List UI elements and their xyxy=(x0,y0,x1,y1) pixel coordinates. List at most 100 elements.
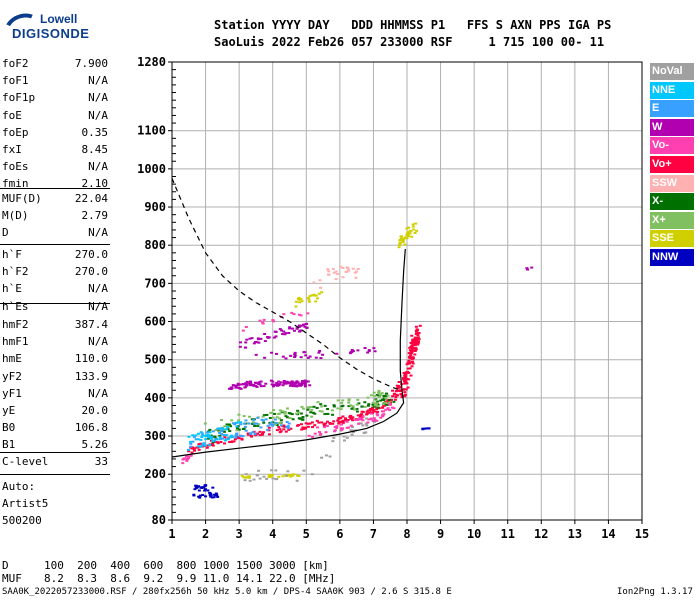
echo-point xyxy=(263,332,267,335)
echo-point xyxy=(526,268,530,271)
echo-point xyxy=(283,410,287,413)
echo-point xyxy=(203,434,207,437)
echo-point xyxy=(406,370,410,373)
echo-point xyxy=(336,419,340,422)
echo-point xyxy=(404,388,408,391)
echo-point xyxy=(269,421,273,424)
echo-point xyxy=(288,326,292,329)
param-row: foF2 7.900 xyxy=(2,57,108,74)
echo-point xyxy=(297,296,301,299)
echo-point xyxy=(302,427,306,430)
echo-point xyxy=(267,426,271,429)
echo-point xyxy=(268,423,272,426)
echo-point xyxy=(190,451,194,454)
echo-point xyxy=(359,422,363,425)
echo-point xyxy=(339,265,343,268)
echo-point xyxy=(373,404,377,407)
echo-point xyxy=(285,420,289,423)
echo-point xyxy=(357,402,361,405)
echo-point xyxy=(199,445,203,448)
echo-point xyxy=(193,488,197,491)
echo-point xyxy=(270,469,274,472)
echo-point xyxy=(246,433,250,436)
digisonde-logo: Lowell DIGISONDE xyxy=(0,4,112,50)
param-value: N/A xyxy=(88,91,108,105)
echo-point xyxy=(296,381,300,384)
echo-point xyxy=(252,422,256,425)
echo-point xyxy=(275,382,279,385)
echo-point xyxy=(214,429,218,432)
param-name: D xyxy=(2,226,9,240)
param-name: hmF1 xyxy=(2,335,29,349)
echo-point xyxy=(197,489,201,492)
echo-point xyxy=(222,433,226,436)
echo-point xyxy=(380,392,384,395)
echo-point xyxy=(281,410,285,413)
echo-point xyxy=(246,475,250,478)
echo-point xyxy=(326,268,330,271)
echo-point xyxy=(295,474,299,477)
echo-point xyxy=(408,367,412,370)
legend-item: SSE xyxy=(650,230,694,248)
echo-point xyxy=(367,418,371,421)
echo-point xyxy=(243,425,247,428)
echo-point xyxy=(234,434,238,437)
echo-point xyxy=(345,436,349,439)
echo-point xyxy=(328,455,332,458)
echo-point xyxy=(245,338,249,341)
x-tick-label: 5 xyxy=(303,527,310,541)
echo-point xyxy=(299,356,303,359)
echo-point xyxy=(328,421,332,424)
echo-point xyxy=(341,399,345,402)
echo-point xyxy=(337,422,341,425)
echo-point xyxy=(211,486,215,489)
legend-item: W xyxy=(650,118,694,136)
echo-point xyxy=(291,418,295,421)
param-row: B0 106.8 xyxy=(2,421,108,438)
echo-point xyxy=(416,329,420,332)
echo-point xyxy=(311,426,315,429)
echo-point xyxy=(197,443,201,446)
echo-point xyxy=(322,424,326,427)
echo-point xyxy=(414,333,418,336)
echo-point xyxy=(228,441,232,444)
echo-point xyxy=(324,454,328,457)
echo-point xyxy=(290,413,294,416)
echo-point xyxy=(297,298,301,301)
echo-point xyxy=(267,474,271,477)
echo-point xyxy=(279,381,283,384)
echo-point xyxy=(331,440,335,443)
legend-item: Vo- xyxy=(650,137,694,155)
echo-point xyxy=(181,462,185,465)
echo-point xyxy=(355,270,359,273)
echo-point xyxy=(340,405,344,408)
echo-point xyxy=(375,400,379,403)
echo-point xyxy=(282,428,286,431)
echo-point xyxy=(427,427,431,430)
echo-point xyxy=(381,415,385,418)
param-name: MUF(D) xyxy=(2,192,42,205)
echo-point xyxy=(297,313,301,316)
echo-point xyxy=(361,415,365,418)
echo-point xyxy=(274,422,278,425)
echo-point xyxy=(230,434,234,437)
echo-point xyxy=(222,430,226,433)
echo-point xyxy=(393,393,397,396)
echo-point xyxy=(189,442,193,445)
header-line-1: Station YYYY DAY DDD HHMMSS P1 FFS S AXN… xyxy=(214,18,612,32)
echo-point xyxy=(352,429,356,432)
echo-point xyxy=(281,333,285,336)
echo-point xyxy=(210,444,214,447)
echo-point xyxy=(290,380,294,383)
echo-point xyxy=(340,401,344,404)
param-value: N/A xyxy=(88,299,108,313)
echo-point xyxy=(351,426,355,429)
echo-point xyxy=(371,403,375,406)
echo-point xyxy=(252,384,256,387)
echo-point xyxy=(382,410,386,413)
echo-point xyxy=(306,356,310,359)
echo-point xyxy=(341,419,345,422)
echo-point xyxy=(372,405,376,408)
echo-point xyxy=(300,405,304,408)
echo-point xyxy=(341,266,345,269)
